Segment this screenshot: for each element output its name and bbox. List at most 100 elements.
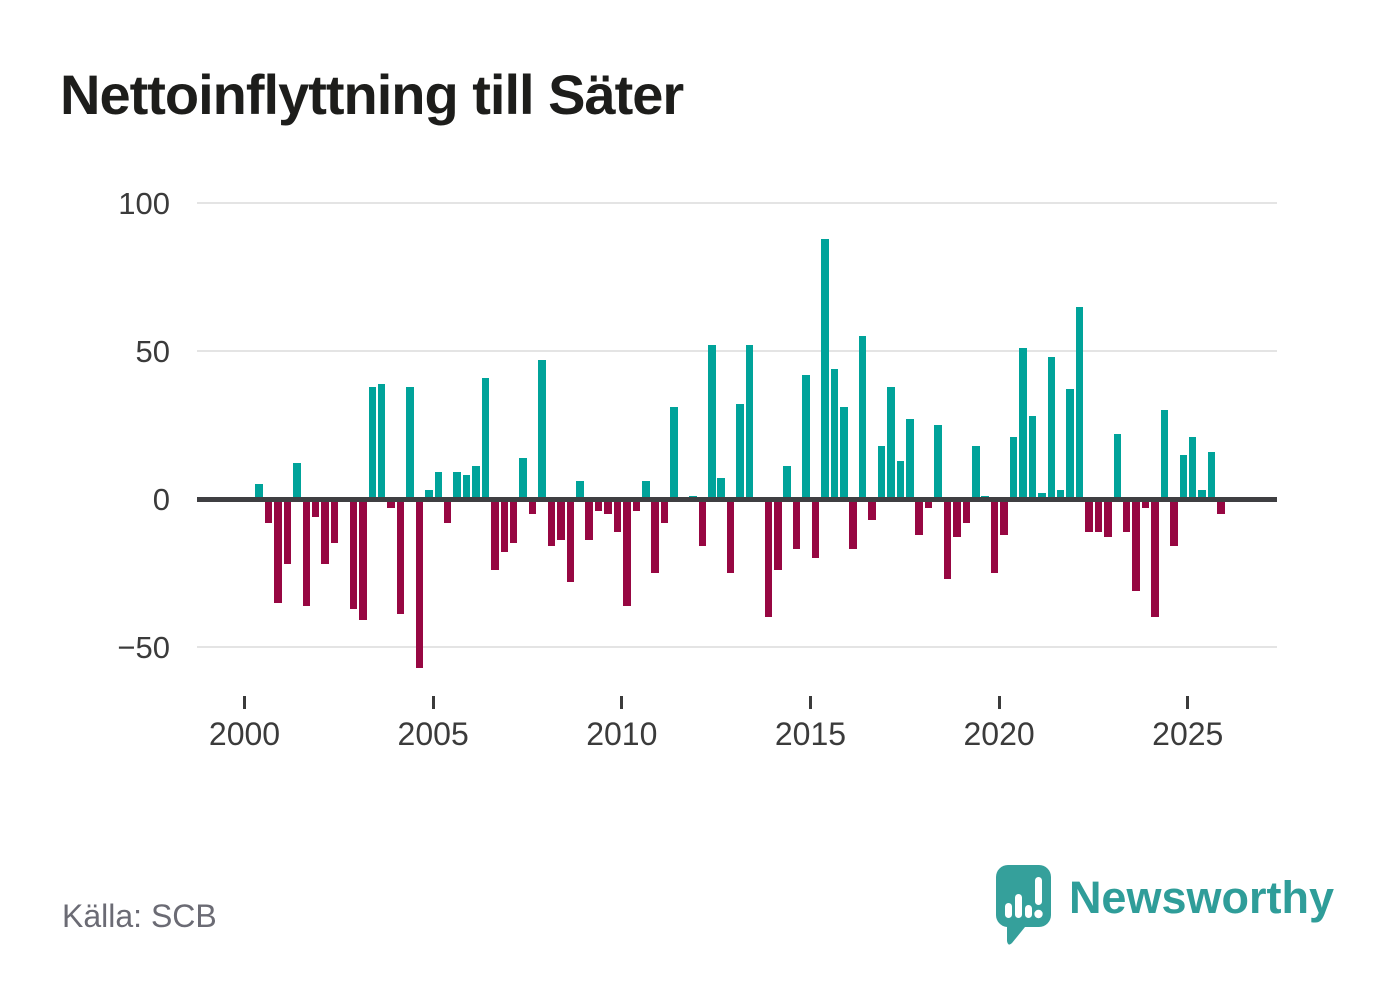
bar-2013Q2 (745, 345, 754, 499)
bar-2008Q1 (547, 499, 556, 547)
bar-2002Q1 (321, 499, 329, 565)
bar-2024Q4 (1179, 454, 1188, 499)
bar-2004Q3 (415, 499, 424, 668)
bar-2024Q3 (1170, 499, 1178, 547)
bar-2017Q2 (896, 460, 905, 499)
bar-2025Q3 (1207, 451, 1216, 499)
gridline-y50 (197, 350, 1277, 352)
bar-2023Q1 (1113, 433, 1121, 499)
bar-2023Q4 (1141, 499, 1150, 508)
bar-2025Q1 (1188, 436, 1197, 499)
zero-axis-line (197, 496, 1277, 502)
bar-2004Q1 (396, 499, 405, 615)
x-axis-label-2015: 2015 (774, 716, 847, 752)
bar-2003Q1 (359, 499, 367, 621)
bar-2015Q4 (840, 407, 848, 499)
bar-2024Q2 (1160, 410, 1169, 499)
x-axis-tick-2020 (997, 696, 1001, 709)
bar-2000Q3 (264, 499, 273, 523)
bar-2010Q1 (623, 499, 631, 606)
bar-2004Q2 (406, 386, 414, 499)
gridline-y-50 (197, 646, 1277, 648)
bar-2003Q3 (377, 383, 386, 499)
y-axis-label-50: 50 (135, 334, 170, 369)
bar-2006Q4 (500, 499, 509, 553)
bar-2007Q1 (509, 499, 518, 544)
x-axis-label-2005: 2005 (397, 716, 469, 752)
bar-2007Q2 (519, 457, 527, 499)
bar-2014Q3 (792, 499, 801, 550)
bar-2001Q3 (302, 499, 311, 606)
y-axis-label-0: 0 (152, 482, 170, 517)
bar-2006Q1 (472, 466, 480, 499)
bar-2008Q2 (557, 499, 565, 541)
bar-2018Q1 (924, 499, 933, 508)
bar-2018Q2 (934, 425, 942, 499)
bar-2020Q2 (1009, 436, 1018, 499)
source-caption: Källa: SCB (62, 898, 217, 934)
bar-2023Q2 (1122, 499, 1131, 532)
x-axis-label-2025: 2025 (1152, 716, 1224, 752)
bar-2012Q4 (726, 499, 735, 573)
bar-2009Q3 (604, 499, 612, 514)
bar-2017Q1 (887, 386, 895, 499)
x-axis-tick-2015 (808, 696, 812, 709)
x-axis-label-2010: 2010 (586, 716, 658, 752)
bar-2021Q1 (1038, 493, 1046, 499)
bar-2016Q4 (877, 445, 886, 499)
bar-2017Q3 (906, 419, 914, 499)
bar-2021Q3 (1056, 490, 1065, 499)
bar-2016Q2 (858, 336, 867, 499)
bar-2015Q3 (830, 368, 839, 499)
page-title: Nettoinflyttning till Säter (60, 63, 684, 126)
bar-2016Q1 (849, 499, 857, 550)
bar-2005Q3 (453, 472, 461, 499)
x-axis-tick-2000 (243, 696, 246, 709)
bar-2018Q3 (943, 499, 952, 579)
bar-2006Q2 (481, 377, 490, 499)
bar-2025Q2 (1198, 490, 1206, 499)
bar-2019Q2 (972, 445, 980, 499)
bar-2013Q4 (764, 499, 773, 618)
x-axis-tick-2025 (1186, 696, 1190, 709)
bar-2022Q4 (1104, 499, 1112, 538)
y-axis-label-100: 100 (118, 186, 170, 221)
bar-2019Q4 (990, 499, 999, 573)
bar-2012Q3 (717, 478, 725, 499)
bar-2005Q4 (462, 475, 471, 499)
bar-2002Q2 (330, 499, 339, 544)
bar-2009Q1 (585, 499, 593, 541)
bar-2010Q3 (642, 481, 650, 499)
bar-2010Q2 (632, 499, 641, 511)
bar-2017Q4 (915, 499, 923, 535)
newsworthy-wordmark: Newsworthy (1068, 872, 1334, 923)
bar-2003Q4 (387, 499, 395, 508)
bar-2003Q2 (368, 386, 377, 499)
bar-2021Q4 (1066, 389, 1074, 499)
bar-2004Q4 (425, 490, 433, 499)
x-axis-label-2000: 2000 (208, 716, 281, 752)
bar-2007Q4 (538, 359, 546, 499)
bar-2012Q2 (708, 345, 716, 499)
bar-2002Q4 (349, 499, 358, 609)
bar-2023Q3 (1132, 499, 1140, 591)
bar-2015Q2 (821, 238, 829, 499)
bar-2000Q4 (274, 499, 282, 603)
bar-2020Q4 (1028, 416, 1037, 499)
newsworthy-branding: Newsworthy (995, 865, 1334, 952)
bar-2022Q3 (1094, 499, 1103, 532)
bar-2011Q1 (660, 499, 669, 523)
bar-2008Q4 (576, 481, 584, 499)
bar-2008Q3 (566, 499, 575, 582)
bar-2007Q3 (528, 499, 537, 514)
bar-2014Q4 (802, 374, 810, 499)
y-axis-label--50: −50 (117, 630, 170, 665)
bar-2009Q2 (594, 499, 603, 511)
bar-2005Q2 (443, 499, 452, 523)
bar-2015Q1 (811, 499, 820, 559)
bar-2024Q1 (1151, 499, 1159, 618)
bar-2001Q4 (311, 499, 320, 517)
bar-2019Q1 (962, 499, 971, 523)
